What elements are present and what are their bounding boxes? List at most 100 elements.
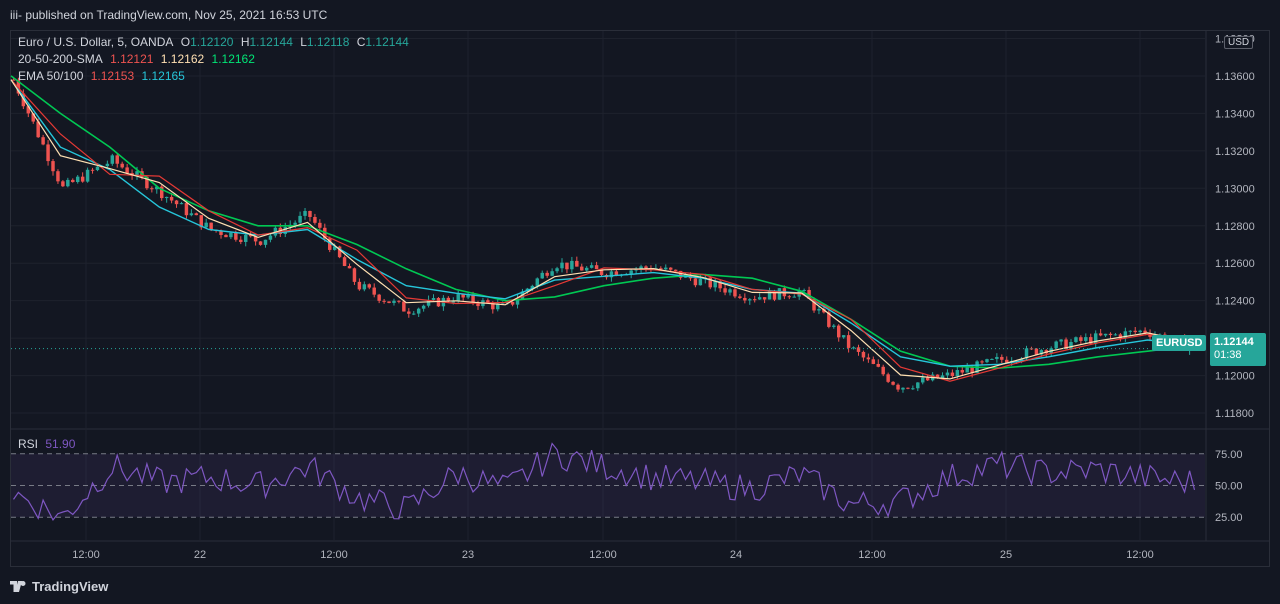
candle-body bbox=[1079, 337, 1083, 341]
candle-body bbox=[718, 281, 722, 289]
candle-body bbox=[451, 301, 456, 303]
ema-legend[interactable]: EMA 50/100 1.12153 1.12165 bbox=[18, 69, 189, 83]
sma50-value: 1.12162 bbox=[160, 52, 205, 66]
candle-body bbox=[609, 271, 614, 278]
candle-body bbox=[970, 367, 974, 373]
candle-body bbox=[1024, 348, 1029, 359]
candle-body bbox=[36, 121, 40, 138]
candle-body bbox=[308, 210, 312, 217]
candle-body bbox=[164, 196, 169, 199]
rsi-legend[interactable]: RSI 51.90 bbox=[18, 437, 79, 451]
close-value: 1.12144 bbox=[365, 35, 409, 49]
candle-body bbox=[219, 230, 223, 235]
candle-body bbox=[1059, 339, 1063, 342]
candle-body bbox=[75, 176, 80, 183]
candle-body bbox=[268, 235, 273, 240]
candle-body bbox=[61, 181, 65, 187]
footer: TradingView bbox=[0, 568, 1280, 604]
candle-body bbox=[644, 266, 648, 269]
low-value: 1.12118 bbox=[306, 35, 350, 49]
candle-body bbox=[733, 289, 737, 297]
candle-body bbox=[906, 387, 910, 389]
candle-body bbox=[792, 296, 796, 298]
candle-body bbox=[1098, 333, 1103, 336]
price-tick-label: 1.12400 bbox=[1215, 296, 1255, 308]
tradingview-logo-icon bbox=[10, 581, 26, 592]
price-tick-label: 1.13000 bbox=[1215, 183, 1255, 195]
tradingview-logo[interactable]: TradingView bbox=[10, 579, 108, 594]
candle-body bbox=[382, 300, 386, 302]
candle-body bbox=[239, 239, 243, 242]
candle-body bbox=[31, 113, 35, 122]
candle-body bbox=[985, 359, 989, 363]
candle-body bbox=[209, 222, 213, 230]
candle-body bbox=[125, 167, 129, 174]
candle-body bbox=[243, 234, 248, 242]
time-tick-label: 25 bbox=[1000, 549, 1012, 561]
candle-body bbox=[530, 285, 535, 289]
close-label: C bbox=[356, 35, 366, 49]
candle-body bbox=[817, 309, 821, 311]
candle-body bbox=[614, 271, 619, 276]
time-tick-label: 12:00 bbox=[858, 549, 886, 561]
candle-body bbox=[723, 288, 727, 293]
candle-body bbox=[1138, 330, 1142, 333]
candle-body bbox=[965, 367, 969, 373]
candle-body bbox=[510, 301, 515, 305]
time-tick-label: 12:00 bbox=[589, 549, 617, 561]
price-tick-label: 1.13600 bbox=[1215, 71, 1255, 83]
candle-body bbox=[629, 270, 633, 275]
candle-body bbox=[387, 301, 391, 303]
candle-body bbox=[540, 272, 544, 279]
sma20-value: 1.12121 bbox=[110, 52, 154, 66]
candle-body bbox=[916, 382, 920, 389]
price-tick-label: 1.12600 bbox=[1215, 258, 1255, 270]
sma50-line bbox=[10, 79, 1198, 380]
candle-body bbox=[471, 294, 475, 303]
candle-body bbox=[234, 232, 238, 240]
rsi-tick-label: 25.00 bbox=[1215, 512, 1243, 524]
candle-body bbox=[743, 297, 747, 301]
candle-body bbox=[555, 268, 559, 272]
candle-body bbox=[105, 163, 110, 167]
candle-body bbox=[955, 370, 960, 377]
candle-body bbox=[639, 266, 643, 270]
candle-body bbox=[421, 305, 426, 309]
currency-label[interactable]: USD bbox=[1224, 36, 1254, 49]
sma-legend[interactable]: 20-50-200-SMA 1.12121 1.12162 1.12162 bbox=[18, 52, 259, 66]
chart-frame[interactable] bbox=[10, 30, 1270, 567]
bar-countdown: 01:38 bbox=[1214, 349, 1242, 361]
candle-body bbox=[21, 93, 26, 107]
symbol-legend[interactable]: Euro / U.S. Dollar, 5, OANDA O1.12120 H1… bbox=[18, 35, 413, 49]
candle-body bbox=[189, 213, 194, 216]
candle-body bbox=[851, 347, 856, 349]
candle-body bbox=[491, 302, 495, 310]
candle-body bbox=[159, 186, 164, 199]
rsi-label: RSI bbox=[18, 437, 39, 451]
candle-body bbox=[832, 325, 836, 327]
candle-body bbox=[807, 290, 811, 299]
candle-body bbox=[367, 284, 372, 288]
candle-body bbox=[1103, 333, 1108, 336]
candle-body bbox=[337, 246, 342, 258]
candle-body bbox=[668, 267, 673, 270]
candle-body bbox=[1133, 330, 1137, 333]
candle-body bbox=[1128, 330, 1133, 332]
candle-body bbox=[871, 359, 876, 364]
candle-body bbox=[248, 234, 253, 237]
candle-body bbox=[90, 169, 95, 171]
candle-body bbox=[318, 222, 322, 228]
candle-body bbox=[476, 302, 480, 307]
sma200-value: 1.12162 bbox=[211, 52, 255, 66]
top-bar: iii- published on TradingView.com, Nov 2… bbox=[0, 0, 1280, 30]
candle-body bbox=[26, 106, 31, 114]
candle-body bbox=[856, 347, 861, 352]
candle-body bbox=[431, 297, 436, 300]
candle-body bbox=[313, 216, 317, 223]
ema-label: EMA 50/100 bbox=[18, 69, 84, 83]
ema50-value: 1.12153 bbox=[90, 69, 135, 83]
candle-body bbox=[51, 161, 55, 172]
candle-body bbox=[728, 289, 732, 293]
candle-body bbox=[580, 266, 584, 271]
